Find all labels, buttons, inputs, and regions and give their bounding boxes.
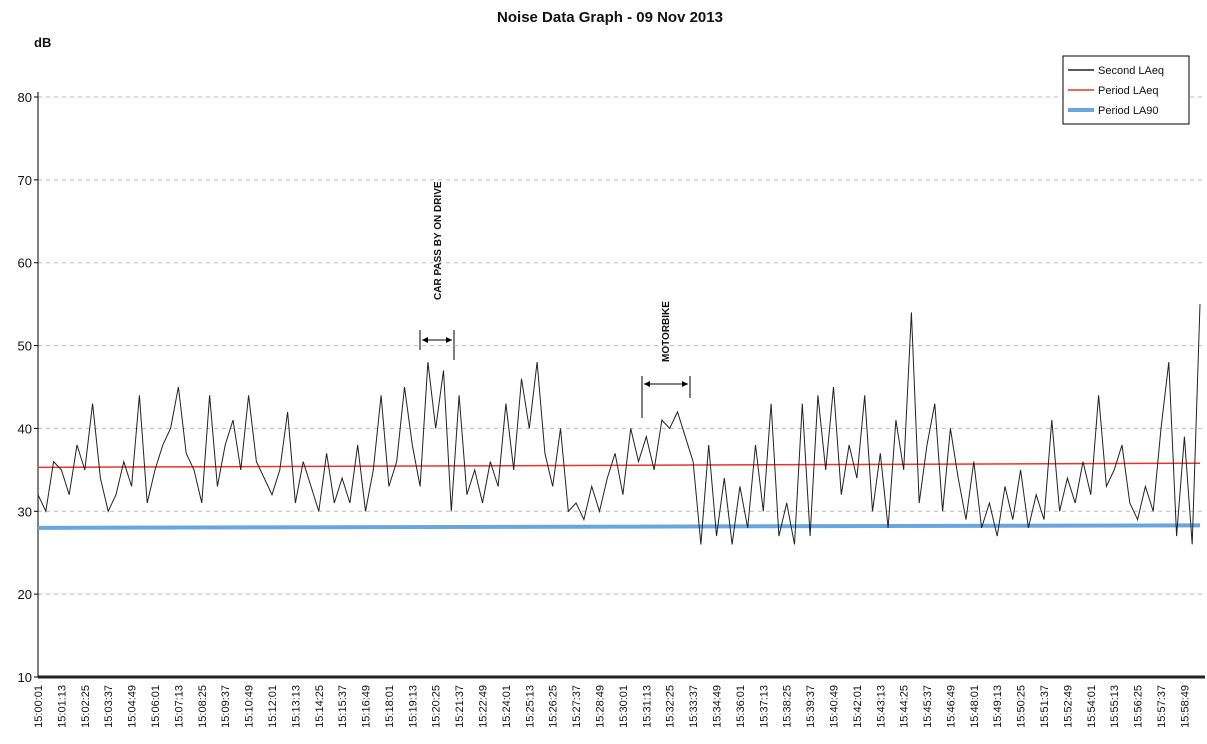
reference-line — [37, 462, 1201, 469]
x-tick-label: 15:20:25 — [431, 685, 443, 728]
x-tick-label: 15:14:25 — [314, 685, 326, 728]
x-tick-label: 15:38:25 — [782, 685, 794, 728]
annotation-text: CAR PASS BY ON DRIVE — [433, 181, 444, 300]
x-tick-label: 15:12:01 — [267, 685, 279, 728]
x-tick-label: 15:27:37 — [571, 685, 583, 728]
x-tick-label: 15:46:49 — [945, 685, 957, 728]
x-tick-label: 15:43:13 — [875, 685, 887, 728]
x-tick-label: 15:49:13 — [992, 685, 1004, 728]
reference-line — [37, 523, 1201, 530]
legend-label: Period LA90 — [1098, 105, 1159, 117]
x-tick-label: 15:10:49 — [244, 685, 256, 728]
x-tick-label: 15:02:25 — [80, 685, 92, 728]
y-tick-label: 20 — [18, 587, 32, 602]
x-tick-label: 15:08:25 — [197, 685, 209, 728]
x-tick-label: 15:44:25 — [899, 685, 911, 728]
legend-label: Period LAeq — [1098, 85, 1159, 97]
x-tick-label: 15:04:49 — [127, 685, 139, 728]
annotation-motorbike: MOTORBIKE — [641, 301, 691, 418]
x-tick-label: 15:19:13 — [407, 685, 419, 728]
x-tick-label: 15:58:49 — [1179, 685, 1191, 728]
x-tick-label: 15:54:01 — [1086, 685, 1098, 728]
x-tick-label: 15:36:01 — [735, 685, 747, 728]
arrowhead — [422, 337, 452, 343]
x-tick-label: 15:09:37 — [220, 685, 232, 728]
x-tick-label: 15:16:49 — [361, 685, 373, 728]
y-tick-label: 50 — [18, 339, 32, 354]
x-tick-label: 15:30:01 — [618, 685, 630, 728]
x-tick-label: 15:40:49 — [828, 685, 840, 728]
x-tick-label: 15:52:49 — [1062, 685, 1074, 728]
x-tick-label: 15:22:49 — [478, 685, 490, 728]
data-line — [37, 304, 1201, 545]
y-tick-label: 10 — [18, 670, 32, 685]
x-tick-label: 15:07:13 — [173, 685, 185, 728]
annotation-car: CAR PASS BY ON DRIVE — [419, 181, 455, 360]
annotation-text: MOTORBIKE — [661, 301, 672, 362]
chart-title: Noise Data Graph - 09 Nov 2013 — [497, 9, 723, 26]
y-tick-label: 40 — [18, 421, 32, 436]
x-tick-label: 15:48:01 — [969, 685, 981, 728]
x-axis — [38, 675, 1205, 679]
legend: Second LAeq Period LAeq Period LA90 — [1062, 55, 1190, 125]
x-tick-label: 15:33:37 — [688, 685, 700, 728]
y-tick-label: 30 — [18, 504, 32, 519]
y-axis-label: dB — [34, 35, 51, 50]
x-tick-label: 15:00:01 — [33, 685, 45, 728]
x-tick-label: 15:01:13 — [56, 685, 68, 728]
y-tick-label: 60 — [18, 256, 32, 271]
x-tick-label: 15:39:37 — [805, 685, 817, 728]
x-tick-label: 15:03:37 — [103, 685, 115, 728]
x-tick-label: 15:18:01 — [384, 685, 396, 728]
x-tick-label: 15:50:25 — [1016, 685, 1028, 728]
x-tick-label: 15:13:13 — [290, 685, 302, 728]
x-tick-label: 15:37:13 — [758, 685, 770, 728]
x-tick-label: 15:32:25 — [665, 685, 677, 728]
x-tick-label: 15:34:49 — [711, 685, 723, 728]
x-tick-label: 15:42:01 — [852, 685, 864, 728]
x-tick-label: 15:55:13 — [1109, 685, 1121, 728]
y-tick-label: 80 — [18, 90, 32, 105]
x-tick-label: 15:15:37 — [337, 685, 349, 728]
x-tick-label: 15:06:01 — [150, 685, 162, 728]
legend-box — [1062, 55, 1190, 125]
x-tick-label: 15:31:13 — [641, 685, 653, 728]
x-tick-label: 15:21:37 — [454, 685, 466, 728]
x-tick-label: 15:56:25 — [1133, 685, 1145, 728]
legend-label: Second LAeq — [1098, 65, 1164, 77]
x-tick-label: 15:28:49 — [595, 685, 607, 728]
x-tick-label: 15:24:01 — [501, 685, 513, 728]
x-tick-label: 15:51:37 — [1039, 685, 1051, 728]
x-tick-label: 15:25:13 — [524, 685, 536, 728]
x-tick-label: 15:45:37 — [922, 685, 934, 728]
x-tick-label: 15:57:37 — [1156, 685, 1168, 728]
x-tick-label: 15:26:25 — [548, 685, 560, 728]
y-tick-label: 70 — [18, 173, 32, 188]
